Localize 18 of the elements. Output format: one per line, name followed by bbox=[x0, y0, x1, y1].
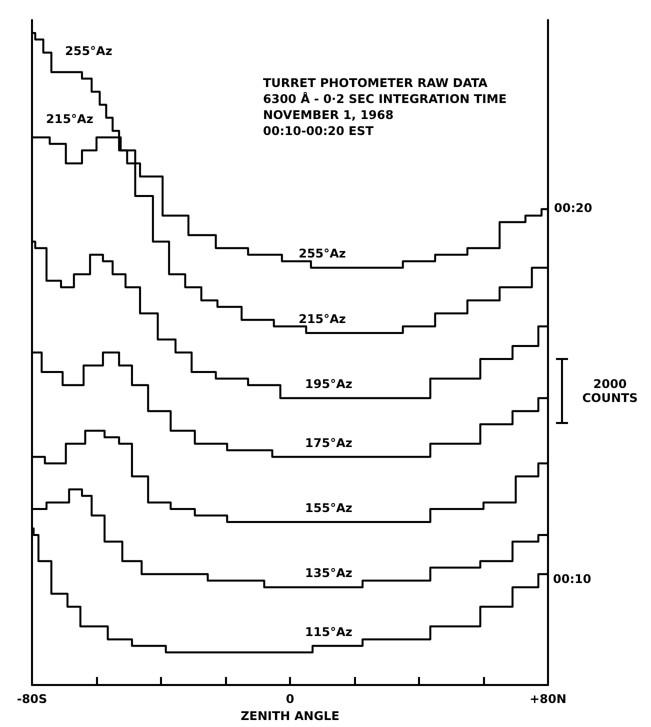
series-label: 195°Az bbox=[305, 377, 352, 392]
annotation: 215°Az bbox=[46, 112, 94, 126]
text: 00:10 bbox=[553, 572, 592, 586]
text: 6300 Å - 0·2 SEC INTEGRATION TIME NOVEMBER 1, 1968 00:10-00:20 EST bbox=[263, 91, 507, 138]
x-tick-label: -80S bbox=[16, 692, 48, 706]
series-label: 115°Az bbox=[305, 624, 352, 639]
x-axis-title: ZENITH ANGLE bbox=[240, 708, 340, 723]
x-tick-label: +80N bbox=[530, 692, 566, 706]
series-label: 175°Az bbox=[305, 436, 352, 450]
series-label: 155°Az bbox=[305, 501, 352, 516]
annotation: 255°Az bbox=[65, 44, 112, 58]
text: TURRET PHOTOMETER RAW DATA bbox=[263, 76, 488, 90]
series-label: 135°Az bbox=[305, 566, 352, 580]
series-label: 215°Az bbox=[298, 312, 346, 326]
annotation: 00:20 bbox=[554, 201, 592, 216]
series-label: 255°Az bbox=[298, 246, 346, 261]
text: 2000 COUNTS bbox=[581, 377, 639, 405]
x-tick-label: 0 bbox=[286, 692, 294, 706]
